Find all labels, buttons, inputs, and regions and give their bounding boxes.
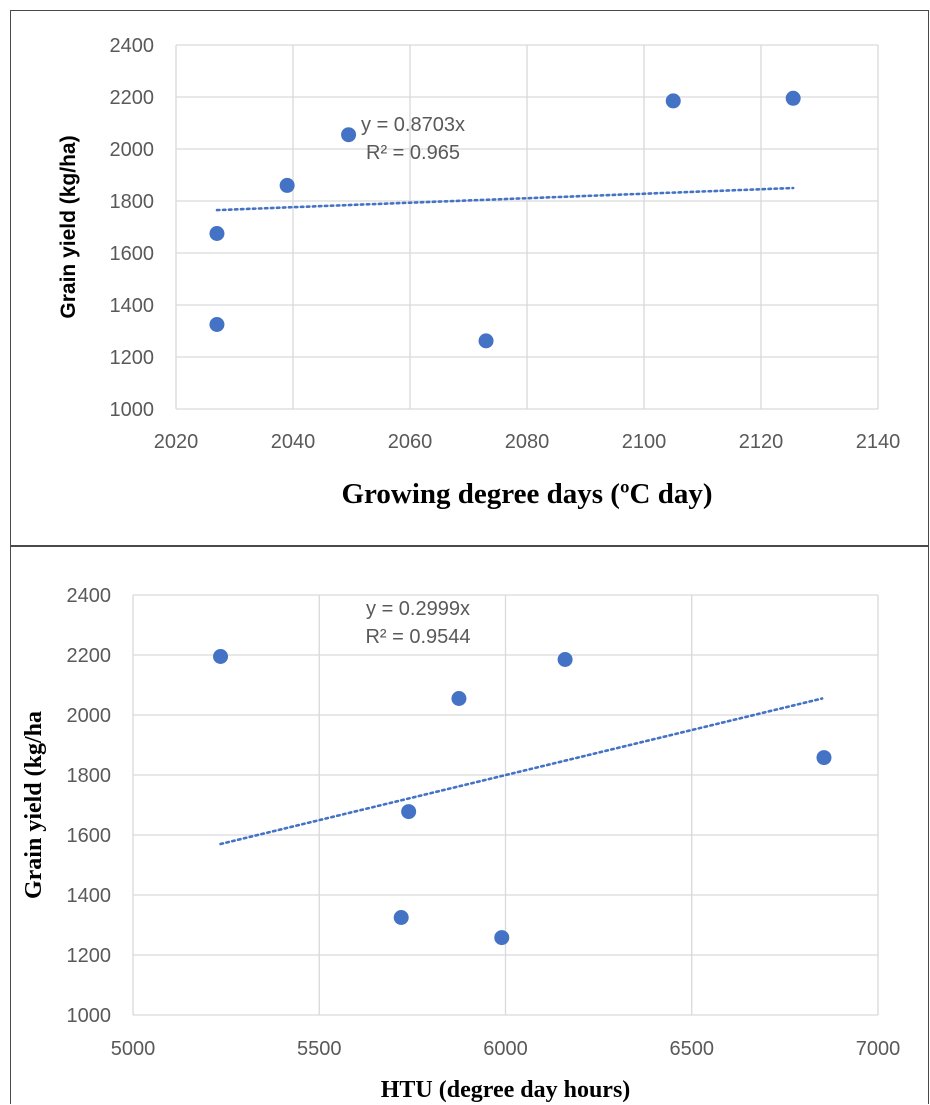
- gdd-trendline-r-squared: R² = 0.965: [366, 142, 460, 164]
- htu-data-point: [816, 750, 832, 766]
- htu-y-tick-label: 1800: [67, 765, 112, 787]
- htu-y-tick-label: 1400: [67, 885, 112, 907]
- gdd-y-tick-label: 1000: [110, 399, 155, 421]
- gdd-y-tick-label: 2400: [110, 35, 155, 57]
- gdd-x-tick-label: 2080: [505, 431, 550, 453]
- gdd-data-point: [785, 90, 801, 106]
- gdd-x-tick-label: 2020: [154, 431, 199, 453]
- htu-y-axis-label: Grain yield (kg/ha: [21, 711, 47, 899]
- gdd-y-tick-label: 2200: [110, 87, 155, 109]
- gdd-data-point: [209, 226, 225, 241]
- gdd-data-point: [279, 177, 295, 193]
- htu-x-tick-label: 5500: [297, 1038, 342, 1060]
- gdd-x-axis-label: Growing degree days (ºC day): [342, 478, 713, 510]
- htu-data-point: [557, 652, 573, 667]
- htu-data-point: [393, 910, 409, 925]
- htu-y-tick-label: 2200: [67, 645, 112, 667]
- htu-data-point: [451, 691, 467, 706]
- htu-trendline-equation: y = 0.2999x: [366, 598, 470, 620]
- htu-x-tick-label: 5000: [111, 1038, 156, 1060]
- gdd-trendline: [215, 186, 795, 212]
- gdd-y-tick-label: 1200: [110, 347, 155, 369]
- htu-y-tick-label: 1200: [67, 945, 112, 967]
- gdd-data-point: [209, 317, 225, 332]
- htu-y-tick-label: 2000: [67, 705, 112, 727]
- htu-scatter-chart: 1000 1200 1400 1600 1800 2000 2200 2400 5000 5500…: [21, 585, 901, 1103]
- chart-panel-gdd: 1000 1200 1400 1600 1800 2000 2200 2400 2020 2040…: [10, 10, 929, 546]
- htu-data-point: [401, 804, 417, 820]
- htu-x-tick-label: 7000: [856, 1038, 901, 1060]
- htu-x-tick-label: 6000: [483, 1038, 528, 1060]
- gdd-y-tick-label: 1800: [110, 191, 155, 213]
- htu-data-point: [213, 649, 229, 664]
- gdd-trendline-equation: y = 0.8703x: [361, 114, 465, 136]
- gdd-y-tick-label: 1600: [110, 243, 155, 265]
- gdd-x-tick-label: 2140: [856, 431, 901, 453]
- gdd-x-tick-label: 2040: [271, 431, 316, 453]
- gdd-data-point: [665, 93, 681, 109]
- gdd-y-axis-label: Grain yield (kg/ha): [57, 135, 80, 318]
- gdd-y-tick-label: 2000: [110, 139, 155, 161]
- htu-x-axis-label: HTU (degree day hours): [381, 1077, 631, 1103]
- htu-y-tick-label: 1000: [67, 1005, 112, 1027]
- gdd-data-point: [341, 127, 357, 143]
- htu-data-point: [494, 930, 510, 946]
- gdd-x-tick-label: 2100: [622, 431, 667, 453]
- htu-y-tick-label: 2400: [67, 585, 112, 607]
- htu-y-tick-label: 1600: [67, 825, 112, 847]
- htu-x-tick-label: 6500: [670, 1038, 715, 1060]
- htu-trendline: [219, 697, 824, 846]
- htu-trendline-r-squared: R² = 0.9544: [365, 626, 470, 648]
- gdd-scatter-chart: 1000 1200 1400 1600 1800 2000 2200 2400 2020 2040…: [57, 35, 901, 510]
- gdd-data-point: [478, 333, 494, 349]
- gdd-x-tick-label: 2120: [739, 431, 784, 453]
- gdd-x-tick-label: 2060: [388, 431, 433, 453]
- gdd-y-tick-label: 1400: [110, 295, 155, 317]
- chart-panel-htu: 1000 1200 1400 1600 1800 2000 2200 2400 5000 5500…: [10, 546, 929, 1104]
